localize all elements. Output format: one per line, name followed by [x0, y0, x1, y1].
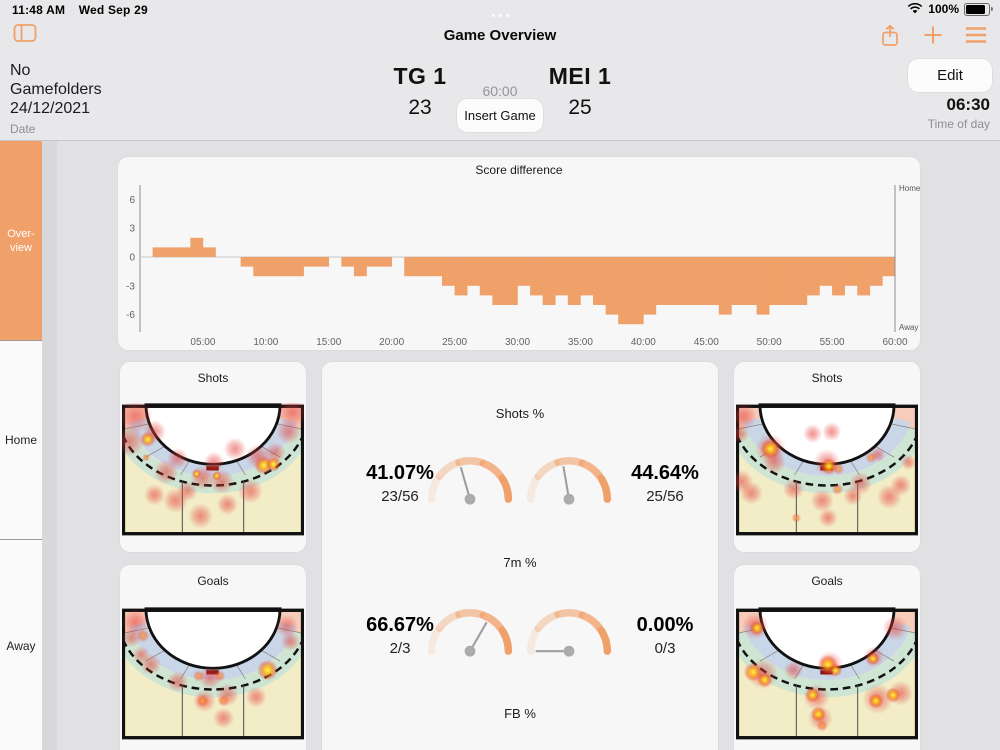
wifi-icon	[907, 3, 923, 15]
svg-text:40:00: 40:00	[631, 337, 656, 348]
svg-text:Away: Away	[899, 323, 918, 332]
svg-text:Home: Home	[899, 184, 920, 193]
svg-text:25:00: 25:00	[442, 337, 467, 348]
status-right: 100%	[907, 2, 993, 16]
status-date: Wed Sep 29	[78, 3, 148, 17]
sidebar-tab-home[interactable]: Home	[0, 340, 42, 539]
insert-game-button[interactable]: Insert Game	[457, 99, 543, 132]
svg-text:20:00: 20:00	[379, 337, 404, 348]
home-sevenm-pct: 66.67%	[366, 614, 434, 636]
sidebar-tab-home-label: Home	[4, 433, 37, 447]
sevenm-pct-label: 7m %	[503, 555, 537, 570]
svg-text:10:00: 10:00	[253, 337, 278, 348]
home-shots-frac: 23/56	[381, 488, 419, 505]
sidebar-tab-overview[interactable]: Over-view	[0, 141, 42, 340]
status-time: 11:48 AM	[12, 3, 66, 17]
battery-icon	[964, 2, 993, 16]
away-sevenm-frac: 0/3	[654, 640, 676, 657]
svg-text:3: 3	[129, 224, 135, 235]
score-difference-card: Score difference 6 3 0 -3 -6 05:00 10:00 15:00 2…	[118, 157, 920, 350]
add-icon[interactable]	[922, 24, 944, 46]
svg-text:50:00: 50:00	[757, 337, 782, 348]
home-shots-heatmap	[122, 403, 304, 536]
home-goals-heatmap	[122, 607, 304, 740]
sidebar-tab-away-label: Away	[6, 639, 36, 653]
game-time: 60:00	[482, 83, 518, 99]
away-goals-card: Goals	[734, 565, 920, 750]
away-shots-frac: 25/56	[646, 488, 684, 505]
sidebar-toggle-icon[interactable]	[13, 23, 37, 43]
svg-text:35:00: 35:00	[568, 337, 593, 348]
home-shots-pct: 41.07%	[366, 462, 434, 484]
away-shots-title: Shots	[811, 371, 843, 385]
svg-text:30:00: 30:00	[505, 337, 530, 348]
time-of-day-value: 06:30	[946, 95, 990, 114]
home-shots-pct-block: 41.07% 23/56	[330, 462, 470, 505]
sidebar-tab-overview-label: Over-view	[7, 227, 35, 254]
svg-text:-6: -6	[126, 310, 135, 321]
away-team-block: MEI 1 25	[525, 63, 635, 120]
away-team-name: MEI 1	[548, 63, 612, 89]
away-sevenm-pct: 0.00%	[636, 614, 694, 636]
away-shots-pct-block: 44.64% 25/56	[595, 462, 735, 505]
score-chart-title: Score difference	[475, 163, 563, 177]
status-bar: 11:48 AM Wed Sep 29 100%	[0, 0, 1000, 20]
date-label: Date	[10, 122, 36, 136]
fb-pct-label: FB %	[504, 706, 536, 721]
game-header: No Gamefolders 24/12/2021 Date TG 1 23 6…	[0, 55, 1000, 141]
svg-text:05:00: 05:00	[190, 337, 215, 348]
insert-game-label: Insert Game	[464, 108, 536, 123]
home-sevenm-pct-block: 66.67% 2/3	[330, 614, 470, 657]
away-sevenm-gauge	[526, 609, 612, 657]
home-shots-gauge	[427, 457, 513, 505]
home-sevenm-frac: 2/3	[389, 640, 411, 657]
away-shots-heatmap	[736, 403, 918, 536]
away-shots-pct: 44.64%	[631, 462, 699, 484]
home-team-block: TG 1 23	[365, 63, 475, 120]
share-icon[interactable]	[879, 24, 901, 48]
gamefolder-block: No Gamefolders 24/12/2021 Date	[10, 61, 102, 139]
away-shots-gauge	[526, 457, 612, 505]
edit-button[interactable]: Edit	[908, 59, 992, 92]
home-sevenm-gauge	[427, 609, 513, 657]
svg-text:55:00: 55:00	[820, 337, 845, 348]
away-shots-card: Shots	[734, 362, 920, 552]
svg-text:15:00: 15:00	[316, 337, 341, 348]
away-sevenm-pct-block: 0.00% 0/3	[595, 614, 735, 657]
away-team-score: 25	[568, 96, 592, 119]
svg-text:0: 0	[129, 253, 135, 264]
svg-text:60:00: 60:00	[882, 337, 907, 348]
edit-button-label: Edit	[937, 67, 963, 84]
page-title: Game Overview	[443, 27, 557, 44]
away-goals-title: Goals	[811, 574, 843, 588]
shots-pct-label: Shots %	[495, 406, 545, 421]
game-date: 24/12/2021	[10, 100, 91, 117]
home-goals-title: Goals	[197, 574, 229, 588]
home-shots-card: Shots	[120, 362, 306, 552]
gamefolder-line2: Gamefolders	[10, 81, 102, 98]
home-shots-title: Shots	[197, 371, 229, 385]
svg-text:6: 6	[129, 195, 135, 206]
sidebar-tab-away[interactable]: Away	[0, 539, 42, 750]
gamefolder-line1: No	[10, 62, 31, 79]
stats-card: Shots % 41.07% 23/56 44.64% 25/56 7m % 6…	[322, 362, 718, 750]
status-time-date: 11:48 AM Wed Sep 29	[12, 3, 148, 17]
score-difference-chart: 6 3 0 -3 -6 05:00 10:00 15:00 20:00 25:00 30:00 35:…	[126, 184, 920, 348]
svg-text:45:00: 45:00	[694, 337, 719, 348]
nav-bar: Game Overview	[0, 20, 1000, 55]
svg-text:-3: -3	[126, 281, 135, 292]
home-team-name: TG 1	[393, 63, 447, 89]
menu-icon[interactable]	[964, 25, 988, 45]
time-of-day-label: Time of day	[927, 117, 990, 131]
battery-percent: 100%	[928, 2, 959, 16]
home-goals-card: Goals	[120, 565, 306, 750]
home-team-score: 23	[408, 96, 432, 119]
status-dots	[0, 6, 1000, 20]
away-goals-heatmap	[736, 607, 918, 740]
